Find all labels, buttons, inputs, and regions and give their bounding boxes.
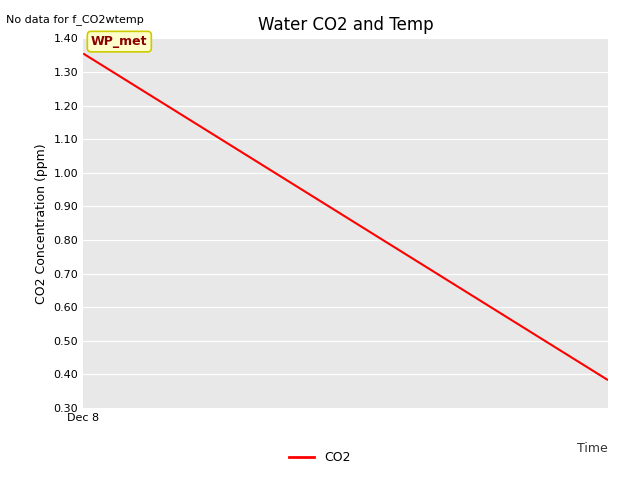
Legend: CO2: CO2 [284, 446, 356, 469]
Title: Water CO2 and Temp: Water CO2 and Temp [258, 16, 433, 34]
Text: No data for f_CO2wtemp: No data for f_CO2wtemp [6, 14, 144, 25]
Text: Time: Time [577, 442, 608, 455]
Text: WP_met: WP_met [91, 35, 148, 48]
Y-axis label: CO2 Concentration (ppm): CO2 Concentration (ppm) [35, 143, 48, 303]
